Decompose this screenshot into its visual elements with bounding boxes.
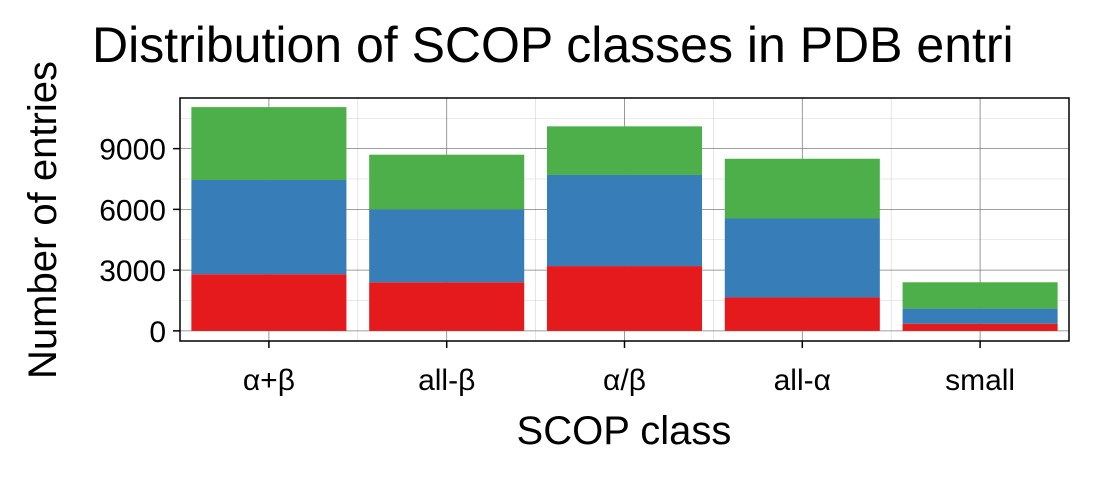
bar-segment [369, 209, 525, 283]
bar-segment [191, 274, 347, 331]
bar-segment [369, 154, 525, 210]
y-tick-label: 0 [149, 316, 166, 349]
x-tick-label: all-β [418, 364, 475, 397]
bar-segment [191, 180, 347, 275]
chart-title: Distribution of SCOP classes in PDB entr… [92, 17, 1014, 73]
x-tick-label: small [945, 364, 1015, 397]
y-tick-label: 6000 [99, 194, 166, 227]
bar-segment [902, 308, 1058, 324]
bars [191, 107, 1058, 331]
x-tick-label: all-α [774, 364, 831, 397]
x-tick-label: α+β [243, 364, 295, 397]
bar-segment [369, 282, 525, 331]
bar-segment [546, 266, 703, 331]
x-axis: α+β all-β α/β all-α small [243, 341, 1015, 397]
bar-segment [902, 323, 1058, 331]
bar-segment [546, 174, 703, 267]
bar-segment [724, 158, 880, 219]
x-tick-label: α/β [603, 364, 646, 397]
x-axis-title: SCOP class [517, 409, 732, 453]
bar-segment [724, 297, 880, 331]
y-axis: 0 3000 6000 9000 [99, 134, 180, 349]
y-axis-title: Number of entries [21, 61, 65, 379]
bar-segment [546, 126, 703, 175]
bar-segment [191, 107, 347, 181]
y-tick-label: 9000 [99, 134, 166, 167]
y-tick-label: 3000 [99, 255, 166, 288]
bar-segment [724, 218, 880, 298]
bar-segment [902, 282, 1058, 309]
